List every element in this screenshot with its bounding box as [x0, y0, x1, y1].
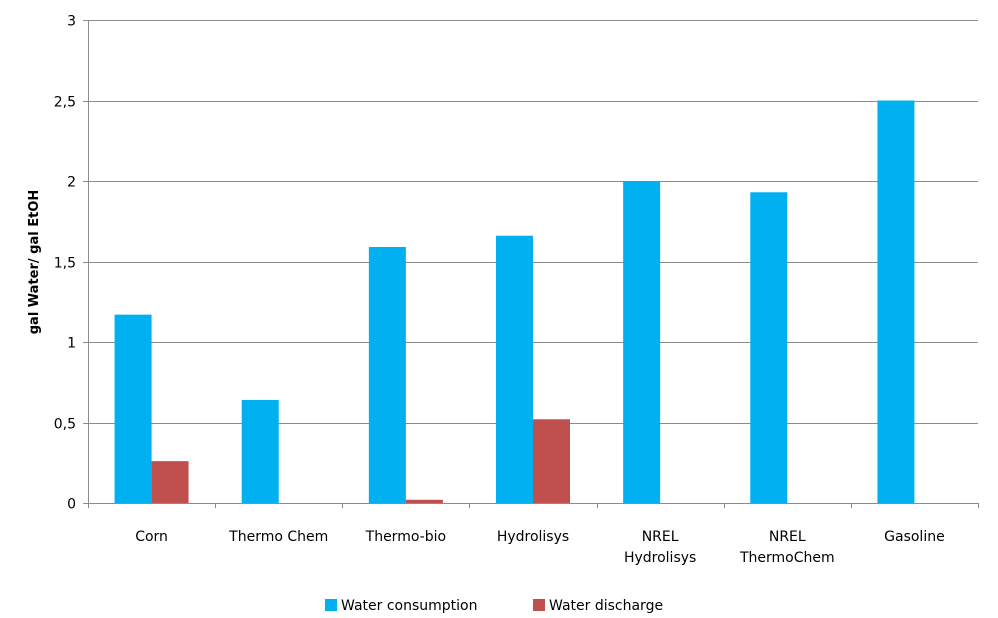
bars [114, 100, 915, 504]
legend-swatch [533, 599, 545, 611]
y-tick-label: 3 [67, 14, 76, 30]
y-tick-label: 2 [67, 175, 76, 191]
bar-water-consumption [623, 181, 661, 503]
bar-water-discharge [533, 419, 570, 503]
y-tick-label: 0,5 [54, 417, 76, 433]
y-tick-labels: 0 0,5 1 1,5 2 2,5 3 [54, 14, 76, 513]
bar-water-discharge [151, 461, 189, 503]
axes [88, 20, 979, 508]
bar-water-consumption [368, 247, 406, 503]
bar-water-discharge [405, 499, 443, 503]
y-axis-label: gal Water/ gal EtOH [27, 190, 42, 335]
x-tick-label: Corn [135, 529, 168, 545]
x-tick-label: Thermo Chem [228, 529, 328, 545]
bar-water-consumption [750, 192, 788, 503]
y-tick-label: 1 [67, 336, 76, 352]
y-tick-label: 0 [67, 497, 76, 513]
x-tick-label: NREL [642, 529, 679, 545]
x-tick-label: Hydrolisys [624, 550, 696, 566]
bar-water-consumption [496, 235, 533, 504]
bar-water-consumption [241, 399, 279, 503]
y-tick-label: 2,5 [54, 95, 76, 111]
x-tick-labels: Corn Thermo Chem Thermo-bio Hydrolisys NREL H… [135, 529, 945, 566]
legend: Water consumption Water discharge [325, 598, 663, 614]
bar-water-consumption [877, 100, 915, 503]
y-tick-label: 1,5 [54, 256, 76, 272]
x-tick-label: Thermo-bio [365, 529, 446, 545]
x-tick-label: NREL [769, 529, 806, 545]
legend-label: Water consumption [341, 598, 477, 614]
bar-water-consumption [114, 314, 152, 503]
x-tick-label: ThermoChem [739, 550, 835, 566]
x-tick-label: Hydrolisys [497, 529, 569, 545]
legend-swatch [325, 599, 337, 611]
legend-label: Water discharge [549, 598, 663, 614]
x-tick-label: Gasoline [884, 529, 945, 545]
